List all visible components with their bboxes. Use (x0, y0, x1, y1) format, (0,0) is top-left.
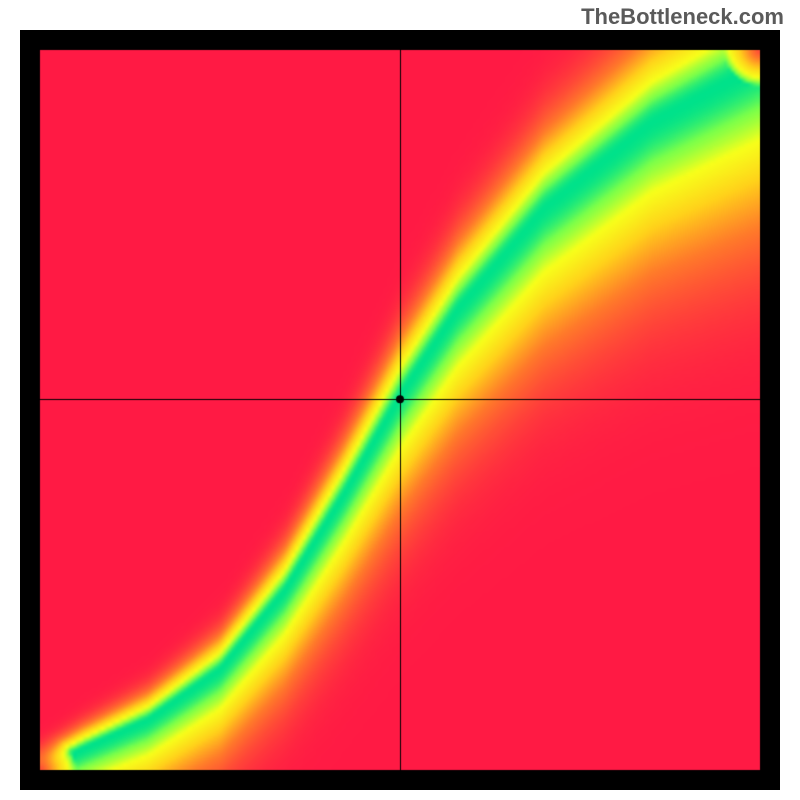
bottleneck-heatmap-frame (20, 30, 780, 790)
root: TheBottleneck.com (0, 0, 800, 800)
watermark-text: TheBottleneck.com (581, 4, 784, 30)
bottleneck-heatmap-canvas (20, 30, 780, 790)
